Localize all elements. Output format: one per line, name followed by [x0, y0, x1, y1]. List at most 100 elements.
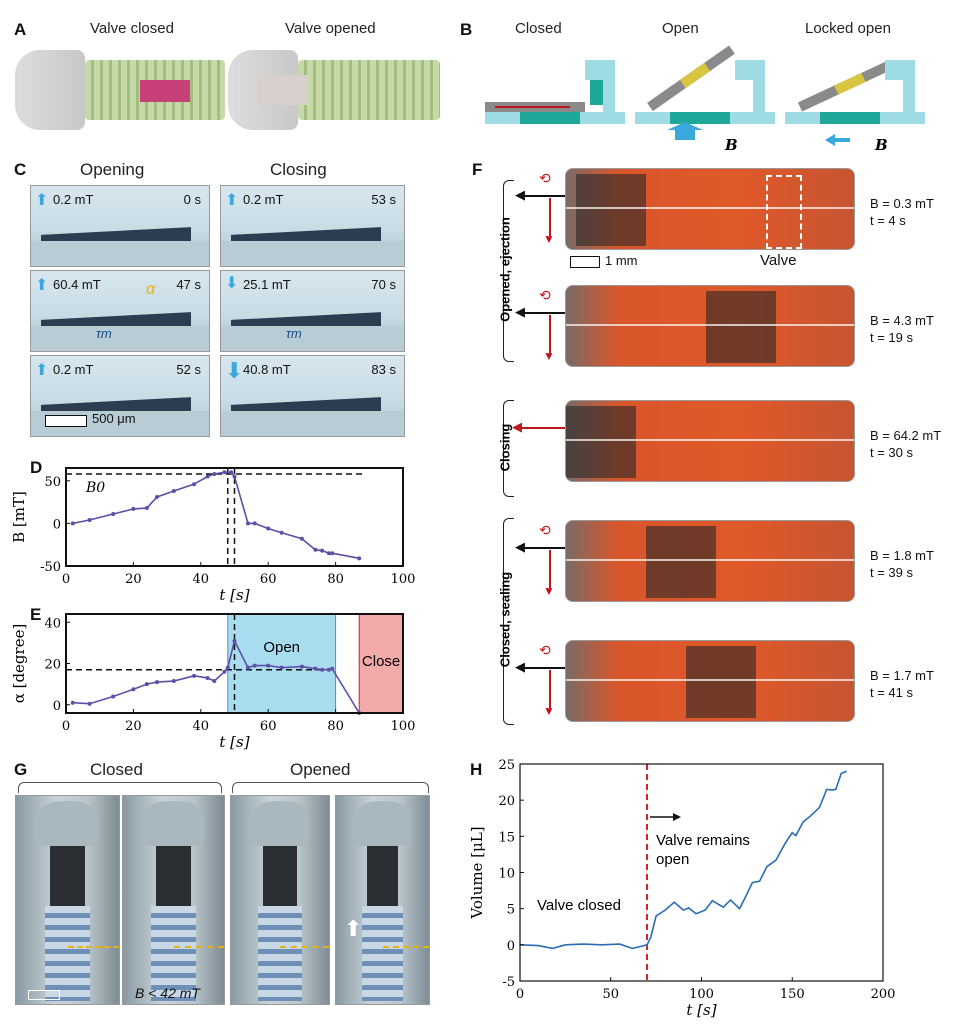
microscope-frame: ⬆ 60.4 mT 47 s α τm	[30, 270, 210, 352]
x-tick-label: 200	[871, 987, 896, 1002]
data-point	[232, 474, 237, 479]
field-arrow	[520, 195, 565, 197]
capsule-frame	[565, 520, 855, 602]
arrow-left-icon: ◀	[512, 419, 522, 434]
cap	[143, 801, 204, 846]
arrow-up-icon: ⬆	[225, 192, 239, 209]
y-axis-label: α [degree]	[10, 624, 28, 704]
data-point	[320, 667, 325, 672]
data-point	[326, 551, 331, 556]
locked-open-schematic: B	[785, 60, 925, 154]
field-value: 40.8 mT	[243, 362, 291, 377]
bracket-closed	[18, 782, 222, 793]
panel-label-a: A	[14, 20, 27, 39]
g-opened-title: Opened	[290, 760, 351, 779]
arrow-up-icon: ⬆	[35, 277, 49, 294]
field-value: 0.2 mT	[53, 192, 94, 207]
data-point	[131, 506, 136, 511]
data-point	[252, 663, 257, 668]
region-open	[227, 613, 337, 714]
field-value: 25.1 mT	[243, 277, 291, 292]
gradient-arrow	[549, 198, 551, 236]
data-point	[212, 679, 217, 684]
field-symbol: B	[874, 136, 888, 154]
bracket-opened	[232, 782, 429, 793]
panel-label-d: D	[30, 458, 43, 477]
data-point	[154, 680, 159, 685]
data-point	[144, 682, 149, 687]
scale-bar-f	[570, 256, 600, 268]
arrow-up-icon: ⬆	[35, 362, 49, 379]
data-point	[279, 665, 284, 670]
valve-opened-render	[228, 45, 440, 135]
y-tick-label: 50	[44, 475, 61, 490]
time-value: 52 s	[176, 362, 201, 377]
wire	[566, 324, 854, 326]
capsule-frame	[565, 400, 855, 482]
annotation-line: Valve remains	[656, 832, 750, 849]
field-arrow	[520, 667, 565, 669]
x-tick-label: 60	[260, 719, 277, 734]
data-point	[299, 536, 304, 541]
x-tick-label: 0	[62, 572, 70, 587]
field-value: B = 64.2 mT	[870, 428, 942, 443]
bracket-ejection	[503, 180, 514, 362]
y-tick-label: 0	[507, 939, 515, 954]
data-point	[70, 521, 75, 526]
data-point	[245, 665, 250, 670]
rotation-icon: ⟲	[539, 522, 551, 538]
frame-caption: B = 1.8 mT t = 39 s	[870, 547, 934, 581]
x-tick-label: 100	[689, 987, 714, 1002]
microscope-frame: ⬇ 25.1 mT 70 s τm	[220, 270, 405, 352]
x-tick-label: 100	[391, 572, 416, 587]
arrow-down-icon: ⬇	[225, 275, 239, 292]
scale-bar-f-label: 1 mm	[605, 253, 638, 268]
group-label-ejection: Opened, ejection	[497, 217, 513, 322]
cap	[36, 801, 99, 846]
open-schematic: B	[635, 45, 775, 154]
b0-label: B0	[85, 480, 105, 496]
panel-label-f: F	[472, 160, 483, 179]
magnet	[576, 174, 646, 246]
wire	[566, 439, 854, 441]
magnet	[706, 291, 776, 363]
g-closed-title: Closed	[90, 760, 143, 779]
valve-label: Valve	[760, 252, 797, 269]
data-point	[144, 506, 149, 511]
data-point	[299, 664, 304, 669]
x-tick-label: 0	[516, 987, 524, 1002]
data-point	[313, 547, 318, 552]
opening-title: Opening	[80, 160, 145, 179]
thread	[44, 906, 91, 1001]
field-value: 60.4 mT	[53, 277, 101, 292]
data-point	[330, 551, 335, 556]
data-point	[87, 517, 92, 522]
frame-caption: B = 64.2 mT t = 30 s	[870, 427, 941, 461]
wire	[566, 207, 854, 209]
plot-frame	[65, 467, 404, 567]
data-point	[330, 666, 335, 671]
field-value: 0.2 mT	[243, 192, 284, 207]
arrow-down-icon: ⬇	[225, 358, 244, 383]
data-point	[266, 526, 271, 531]
data-point	[320, 548, 325, 553]
arrow-left-icon: ◀	[515, 304, 525, 319]
arrow-up-icon: ⬆	[35, 192, 49, 209]
capsule-frame	[565, 285, 855, 367]
x-tick-label: 50	[602, 987, 619, 1002]
y-tick-label: 20	[498, 794, 515, 809]
arrow-down-icon: ▼	[543, 584, 555, 598]
level-line	[67, 946, 119, 948]
data-point	[313, 666, 318, 671]
data-point	[111, 694, 116, 699]
microscope-frame: ⬇ 40.8 mT 83 s	[220, 355, 405, 437]
base	[221, 241, 404, 266]
wire	[566, 679, 854, 681]
y-tick-label: -5	[502, 975, 515, 990]
panel-label-c: C	[14, 160, 27, 179]
arrow-left-icon: ◀	[515, 659, 525, 674]
annotation-line: open	[656, 851, 689, 868]
x-tick-label: 80	[327, 719, 344, 734]
